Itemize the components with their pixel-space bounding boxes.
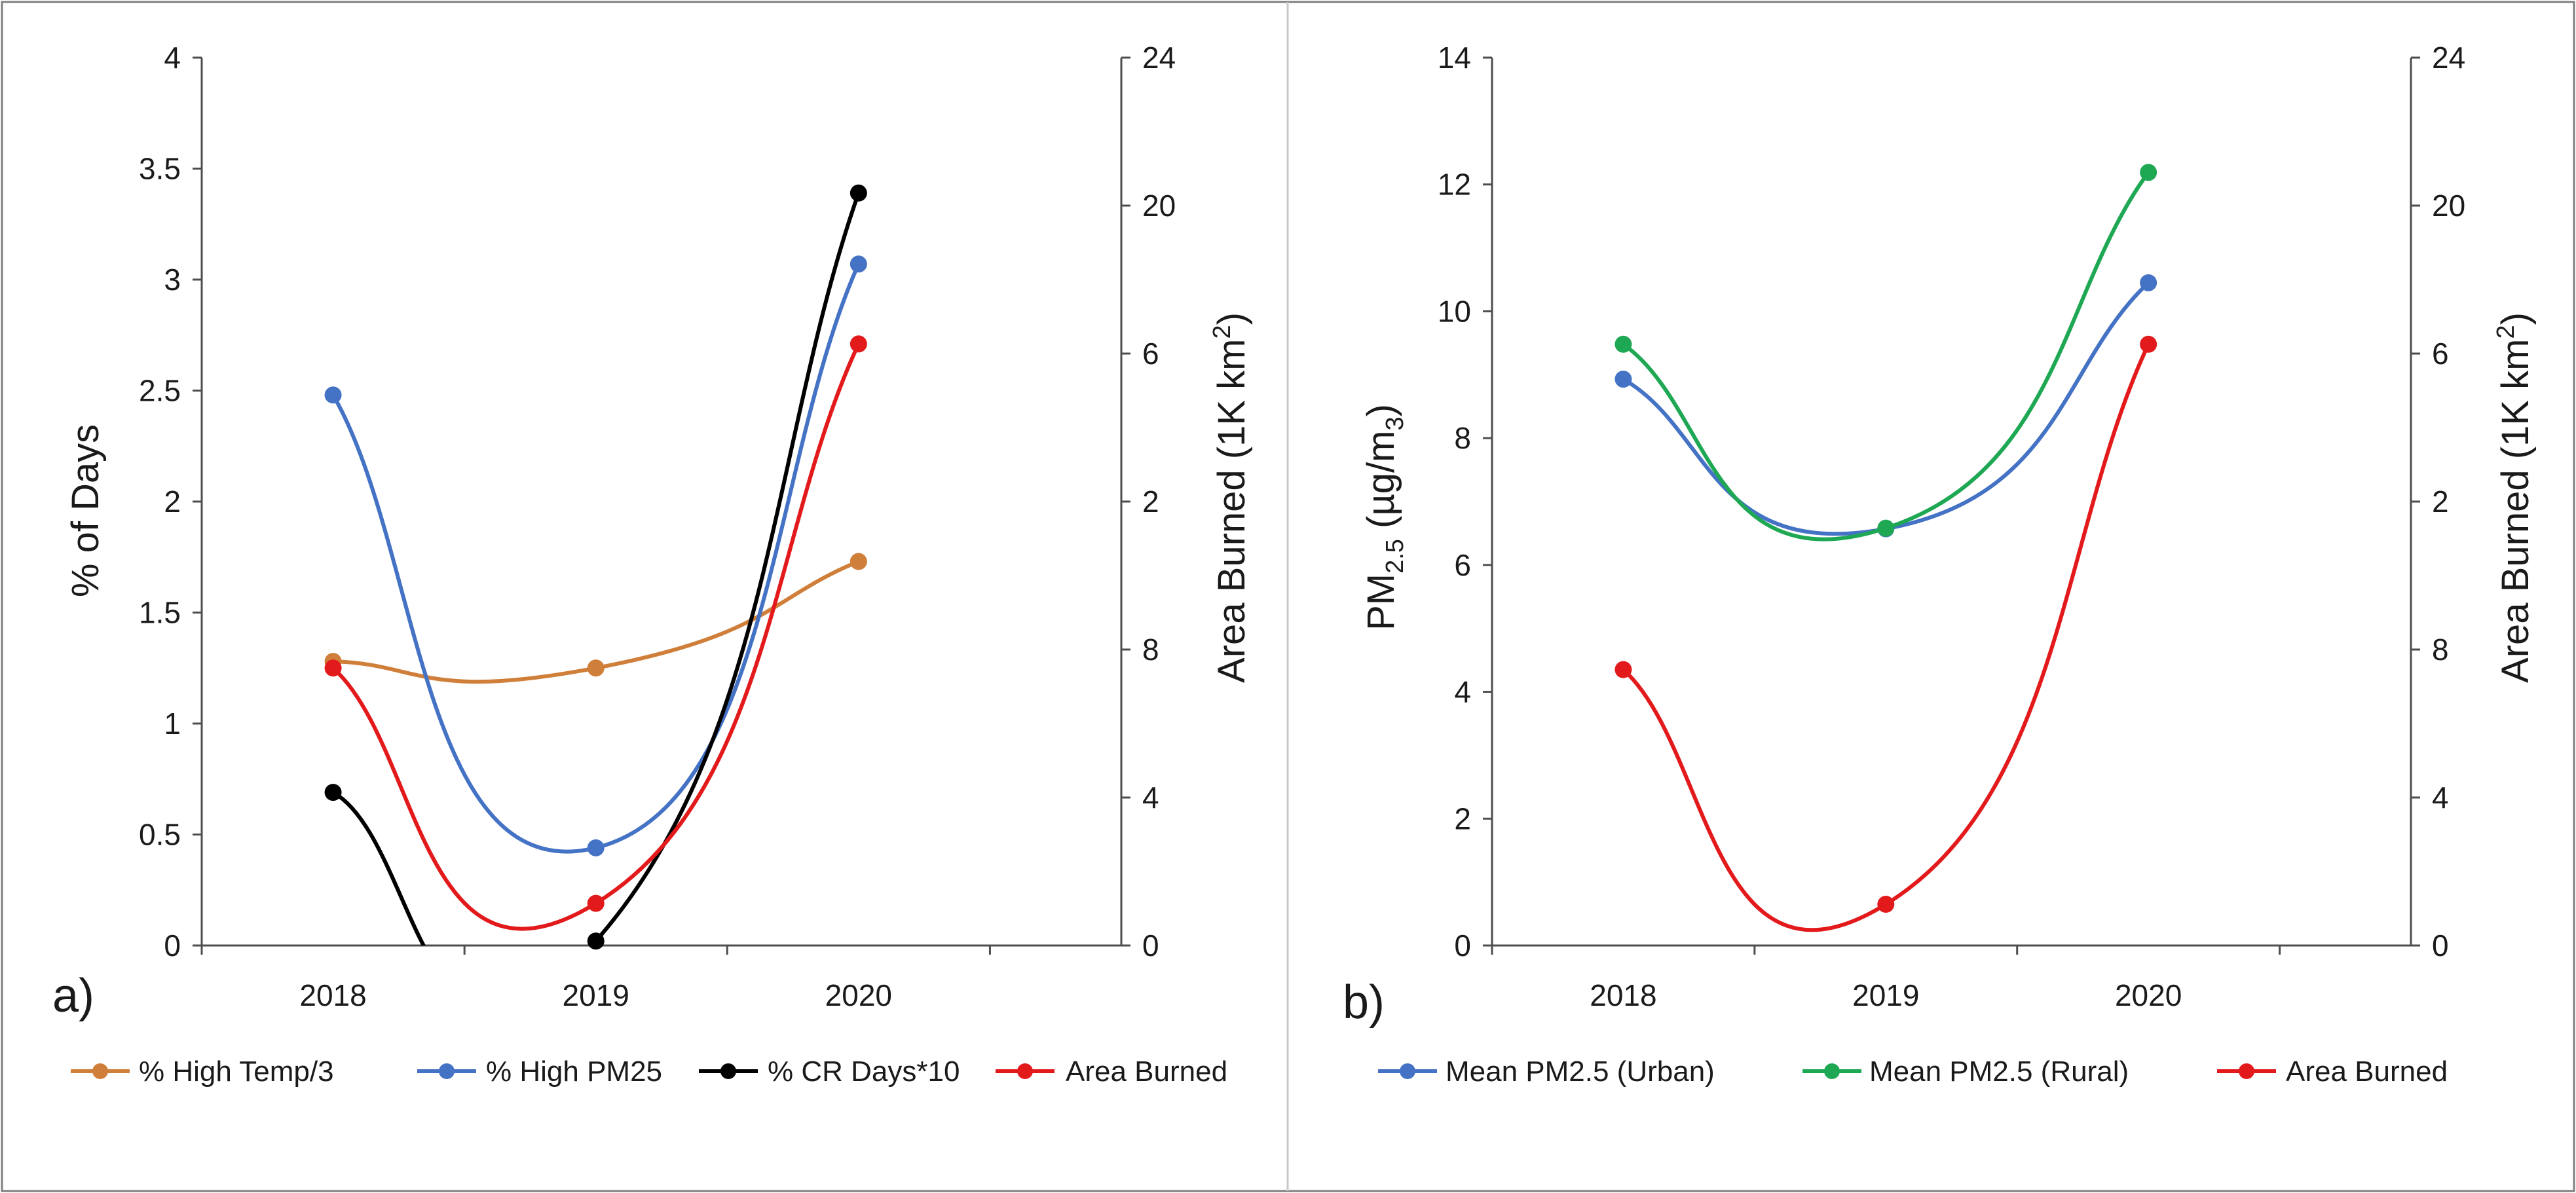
series-point-0 xyxy=(1615,371,1632,388)
panel-a-series xyxy=(324,184,867,950)
legend-label: Area Burned xyxy=(2286,1055,2448,1088)
series-point-0 xyxy=(849,553,867,570)
panel-a-right-ticks: 0 4 8 2 6 20 24 xyxy=(1121,41,1176,963)
x-tick-label: 2019 xyxy=(563,978,629,1012)
series-point-1 xyxy=(1615,335,1632,353)
series-point-1 xyxy=(324,386,342,404)
panel-b-y2-axis-title: Area Burned (1K km2) xyxy=(2492,312,2537,683)
panel-b-x-ticks: 2018 2019 2020 xyxy=(1491,945,2281,1012)
series-point-1 xyxy=(849,255,867,273)
series-point-0 xyxy=(587,659,605,677)
series-point-2 xyxy=(324,784,342,801)
y2-tick-label: 20 xyxy=(2432,189,2465,223)
y-tick-label: 1 xyxy=(164,707,181,741)
legend-swatch-marker xyxy=(1824,1063,1840,1079)
y-tick-label: 12 xyxy=(1438,168,1471,202)
panel-a-letter: a) xyxy=(52,970,94,1022)
y-tick-label: 2 xyxy=(164,485,181,519)
y-tick-label: 6 xyxy=(1454,548,1471,582)
legend-swatch-marker xyxy=(1400,1063,1415,1079)
series-point-1 xyxy=(1877,519,1895,537)
panel-b-left-ticks: 0 2 4 6 8 10 12 14 xyxy=(1438,41,1492,963)
y2-tick-label: 24 xyxy=(2432,41,2465,75)
legend-label: Mean PM2.5 (Rural) xyxy=(1869,1055,2129,1088)
y-tick-label: 10 xyxy=(1438,294,1471,328)
y-tick-label: 3 xyxy=(164,263,181,297)
series-point-1 xyxy=(587,839,605,856)
y-tick-label: 2.5 xyxy=(139,374,181,408)
panel-a-left-ticks: 0 0.5 1 1.5 2 2.5 3 3.5 4 xyxy=(139,41,202,963)
y2-tick-label: 4 xyxy=(2432,780,2449,815)
panel-b-letter: b) xyxy=(1343,976,1385,1029)
x-tick-label: 2018 xyxy=(1590,978,1656,1012)
panel-a-legend: % High Temp/3 % High PM25 % CR Days*10 Area… xyxy=(71,1055,1227,1088)
series-point-2 xyxy=(2140,335,2157,353)
x-tick-label: 2020 xyxy=(2115,978,2182,1012)
y2-tick-label: 6 xyxy=(2432,337,2449,371)
y-tick-label: 4 xyxy=(164,41,181,75)
y-tick-label: 14 xyxy=(1438,41,1471,75)
y-tick-label: 8 xyxy=(1454,421,1471,455)
series-point-3 xyxy=(324,659,342,677)
y2-tick-label: 0 xyxy=(1142,928,1159,963)
legend-swatch-marker xyxy=(439,1063,455,1079)
legend-swatch-marker xyxy=(1017,1063,1033,1079)
panel-a-x-ticks: 2018 2019 2020 xyxy=(200,945,991,1012)
y2-tick-label: 20 xyxy=(1142,189,1176,223)
x-tick-label: 2018 xyxy=(299,978,366,1012)
series-point-2 xyxy=(587,932,605,950)
y-tick-label: 0 xyxy=(1454,928,1471,963)
y-tick-label: 0.5 xyxy=(139,818,181,852)
legend-label: Area Burned xyxy=(1066,1055,1227,1088)
legend-label: % CR Days*10 xyxy=(768,1055,960,1088)
y2-tick-label: 0 xyxy=(2432,928,2449,963)
panel-b-legend: Mean PM2.5 (Urban) Mean PM2.5 (Rural) Area… xyxy=(1378,1055,2448,1088)
legend-label: % High Temp/3 xyxy=(139,1055,334,1088)
y2-tick-label: 2 xyxy=(1142,485,1159,519)
legend-label: % High PM25 xyxy=(486,1055,662,1088)
y2-tick-label: 6 xyxy=(1142,337,1159,371)
panel-a-y-axis-title: % of Days xyxy=(64,424,107,597)
series-point-3 xyxy=(849,335,867,353)
y2-tick-label: 4 xyxy=(1142,780,1159,815)
series-point-2 xyxy=(1877,896,1895,913)
x-tick-label: 2020 xyxy=(825,978,892,1012)
y-tick-label: 1.5 xyxy=(139,596,181,630)
y-tick-label: 2 xyxy=(1454,801,1471,835)
series-point-1 xyxy=(2140,164,2157,181)
legend-label: Mean PM2.5 (Urban) xyxy=(1446,1055,1715,1088)
legend-swatch-marker xyxy=(2239,1063,2254,1079)
legend-swatch-marker xyxy=(92,1063,108,1079)
series-point-0 xyxy=(2140,274,2157,291)
legend-swatch-marker xyxy=(720,1063,736,1079)
y2-tick-label: 2 xyxy=(2432,485,2449,519)
series-line-2 xyxy=(332,192,861,945)
series-point-2 xyxy=(1615,661,1632,678)
series-point-3 xyxy=(587,894,605,912)
panel-b-right-ticks: 0 4 8 2 6 20 24 xyxy=(2411,41,2465,963)
series-line-3 xyxy=(331,343,861,931)
y-tick-label: 3.5 xyxy=(139,152,181,186)
panel-a-y2-axis-title: Area Burned (1K km2) xyxy=(1208,312,1253,683)
series-point-2 xyxy=(849,184,867,202)
panel-b-series xyxy=(1615,164,2157,932)
chart-panel-a: 0 0.5 1 1.5 2 2.5 3 3.5 4 0 4 8 2 6 20 24 2018 2019 2020… xyxy=(52,41,1253,1088)
x-tick-label: 2019 xyxy=(1852,978,1919,1012)
y-tick-label: 4 xyxy=(1454,675,1471,709)
y-tick-label: 0 xyxy=(164,928,181,963)
series-line-2 xyxy=(1622,343,2150,932)
y2-tick-label: 8 xyxy=(2432,633,2449,667)
y2-tick-label: 8 xyxy=(1142,633,1159,667)
panel-b-y-axis-title: PM2.5 (µg/m3) xyxy=(1360,404,1409,631)
y2-tick-label: 24 xyxy=(1142,41,1176,75)
